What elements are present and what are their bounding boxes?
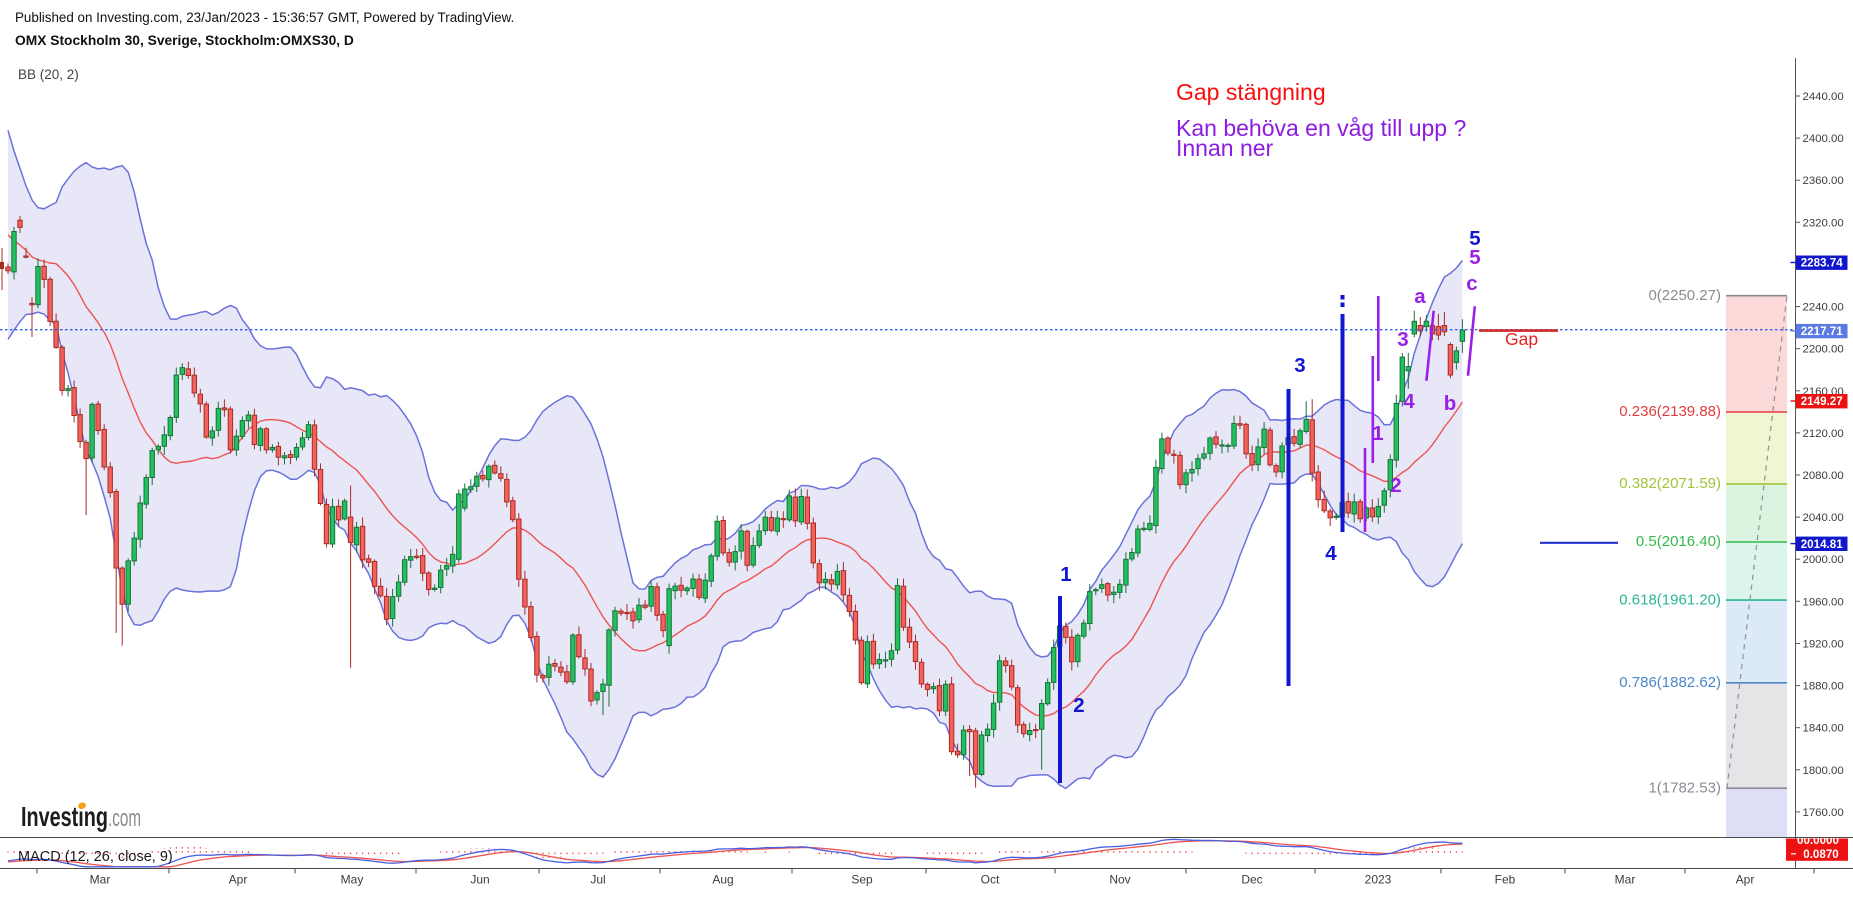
svg-text:Nov: Nov — [1109, 873, 1130, 887]
svg-text:Kan behöva en våg till upp ?: Kan behöva en våg till upp ? — [1176, 115, 1466, 141]
svg-text:2014.81: 2014.81 — [1801, 538, 1843, 551]
svg-text:Jun: Jun — [470, 873, 489, 887]
svg-text:BB (20, 2): BB (20, 2) — [18, 67, 79, 82]
svg-text:a: a — [1414, 285, 1426, 308]
svg-text:2023: 2023 — [1365, 873, 1392, 887]
svg-text:2440.00: 2440.00 — [1803, 91, 1844, 103]
svg-text:2320.00: 2320.00 — [1803, 217, 1844, 229]
svg-text:1840.00: 1840.00 — [1803, 723, 1844, 735]
svg-text:4: 4 — [1403, 390, 1415, 413]
svg-text:May: May — [341, 873, 364, 887]
svg-text:Sep: Sep — [851, 873, 873, 887]
svg-text:5: 5 — [1469, 246, 1480, 269]
svg-text:1920.00: 1920.00 — [1803, 639, 1844, 651]
svg-text:2283.74: 2283.74 — [1801, 257, 1843, 270]
svg-text:2: 2 — [1073, 694, 1084, 717]
svg-text:00.0000: 00.0000 — [1797, 834, 1839, 847]
svg-text:4: 4 — [1325, 542, 1337, 565]
svg-text:Dec: Dec — [1241, 873, 1262, 887]
svg-text:1760.00: 1760.00 — [1803, 807, 1844, 819]
svg-text:1800.00: 1800.00 — [1803, 765, 1844, 777]
svg-text:2: 2 — [1390, 474, 1401, 497]
svg-text:3: 3 — [1397, 328, 1408, 351]
svg-text:Oct: Oct — [981, 873, 1000, 887]
svg-text:0.786(1882.62): 0.786(1882.62) — [1619, 674, 1721, 691]
svg-text:Apr: Apr — [1736, 873, 1755, 887]
svg-text:Published on Investing.com, 23: Published on Investing.com, 23/Jan/2023 … — [15, 10, 514, 25]
svg-text:0.0870: 0.0870 — [1803, 848, 1838, 861]
svg-text:Mar: Mar — [90, 873, 111, 887]
svg-text:Feb: Feb — [1495, 873, 1516, 887]
svg-text:2240.00: 2240.00 — [1803, 302, 1844, 314]
svg-text:1: 1 — [1372, 422, 1383, 445]
svg-text:2200.00: 2200.00 — [1803, 344, 1844, 356]
svg-text:2040.00: 2040.00 — [1803, 512, 1844, 524]
svg-text:2080.00: 2080.00 — [1803, 470, 1844, 482]
svg-text:2000.00: 2000.00 — [1803, 554, 1844, 566]
svg-text:Gap stängning: Gap stängning — [1176, 79, 1326, 105]
svg-text:Investing: Investing — [21, 801, 108, 832]
svg-text:0(2250.27): 0(2250.27) — [1648, 287, 1721, 304]
svg-text:2217.71: 2217.71 — [1801, 325, 1843, 338]
svg-text:0.5(2016.40): 0.5(2016.40) — [1636, 533, 1721, 550]
svg-text:Mar: Mar — [1615, 873, 1636, 887]
svg-text:2360.00: 2360.00 — [1803, 175, 1844, 187]
svg-text:b: b — [1444, 392, 1457, 415]
svg-text:1880.00: 1880.00 — [1803, 681, 1844, 693]
svg-text:Innan ner: Innan ner — [1176, 135, 1274, 161]
svg-text:Apr: Apr — [229, 873, 248, 887]
svg-text:c: c — [1466, 272, 1477, 295]
svg-text:3: 3 — [1294, 354, 1305, 377]
svg-text:2400.00: 2400.00 — [1803, 133, 1844, 145]
svg-text:1960.00: 1960.00 — [1803, 596, 1844, 608]
svg-text:0.236(2139.88): 0.236(2139.88) — [1619, 403, 1721, 420]
svg-text:.com: .com — [108, 805, 141, 832]
svg-text:2120.00: 2120.00 — [1803, 428, 1844, 440]
svg-text:MACD (12, 26, close, 9): MACD (12, 26, close, 9) — [18, 849, 173, 865]
svg-text:1: 1 — [1060, 563, 1071, 586]
svg-text:Aug: Aug — [712, 873, 733, 887]
svg-text:5: 5 — [1469, 227, 1480, 250]
svg-text:1(1782.53): 1(1782.53) — [1648, 779, 1721, 796]
svg-text:0.382(2071.59): 0.382(2071.59) — [1619, 475, 1721, 492]
svg-text:Jul: Jul — [590, 873, 605, 887]
svg-text:Gap: Gap — [1505, 329, 1538, 349]
svg-text:2149.27: 2149.27 — [1801, 395, 1843, 408]
svg-text:0.618(1961.20): 0.618(1961.20) — [1619, 591, 1721, 608]
svg-text:OMX Stockholm 30, Sverige, Sto: OMX Stockholm 30, Sverige, Stockholm:OMX… — [15, 33, 354, 48]
